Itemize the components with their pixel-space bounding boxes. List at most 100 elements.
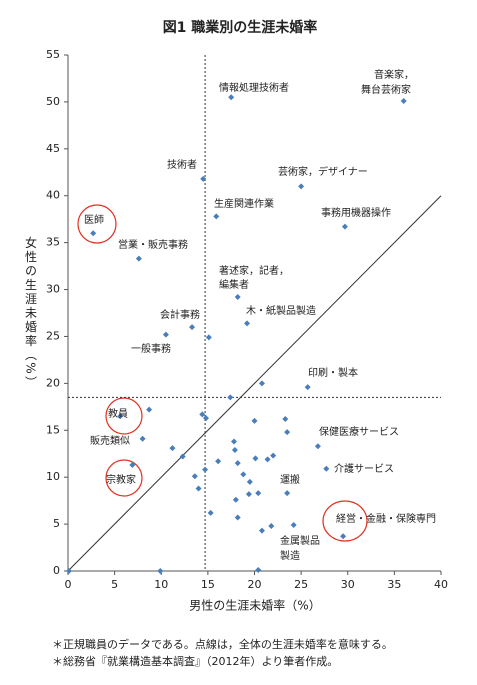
annotation: 音楽家， <box>374 68 414 81</box>
y-tick-label: 50 <box>46 95 60 108</box>
y-tick-label: 5 <box>53 517 60 530</box>
point <box>270 452 277 459</box>
point <box>213 213 220 220</box>
point <box>146 406 153 413</box>
annotation: 技術者 <box>167 158 197 171</box>
x-tick-label: 25 <box>294 578 308 591</box>
y-tick-label: 30 <box>46 283 60 296</box>
y-tick-label: 45 <box>46 142 60 155</box>
annotation: 経営・金融・保険専門 <box>336 512 436 525</box>
point <box>157 568 164 574</box>
point <box>282 416 289 423</box>
x-tick-label: 35 <box>387 578 401 591</box>
y-tick-label: 40 <box>46 189 60 202</box>
point <box>252 455 259 462</box>
point <box>231 446 238 453</box>
point <box>199 411 206 418</box>
y-tick-label: 25 <box>46 329 60 342</box>
circle <box>77 204 117 244</box>
point <box>268 522 275 529</box>
annotation: 木・紙製品製造 <box>246 304 316 317</box>
point <box>227 394 234 401</box>
y-tick-label: 20 <box>46 376 60 389</box>
x-tick-label: 30 <box>341 578 355 591</box>
annotation: 一般事務 <box>131 342 171 355</box>
point <box>117 413 124 420</box>
point <box>191 473 198 480</box>
y-tick-label: 0 <box>53 564 60 577</box>
annotation: 著述家，記者， <box>219 264 289 277</box>
highlight-circles <box>77 204 368 542</box>
point <box>234 460 241 467</box>
point <box>189 324 196 331</box>
y-axis-label: 女性の生涯未婚率（%） <box>24 235 38 390</box>
y-tick-label: 10 <box>46 470 60 483</box>
point <box>245 491 252 498</box>
point <box>240 471 247 478</box>
note: ＊総務省『就業構造基本調査』（2012年）より筆者作成。 <box>52 654 338 668</box>
diagonal <box>67 195 442 572</box>
point <box>258 527 265 534</box>
point <box>65 568 72 574</box>
annotation: 保健医療サービス <box>319 425 399 438</box>
annotation: 印刷・製本 <box>308 366 358 379</box>
point <box>258 380 265 387</box>
annotation: 舞台芸術家 <box>361 83 411 96</box>
point <box>255 567 262 574</box>
point <box>205 334 212 341</box>
x-tick-label: 40 <box>434 578 448 591</box>
point <box>90 230 97 237</box>
annotation: 運搬 <box>280 473 300 486</box>
point <box>162 331 169 338</box>
annotation: 介護サービス <box>334 462 394 475</box>
point <box>246 478 253 485</box>
point <box>230 438 237 445</box>
point <box>284 429 291 436</box>
point <box>340 533 347 540</box>
annotation: 生産関連作業 <box>214 197 274 210</box>
annotation: 会計事務 <box>160 308 200 321</box>
point <box>228 94 235 101</box>
point <box>234 294 241 301</box>
point <box>290 522 297 529</box>
point <box>314 443 321 450</box>
point <box>255 490 262 497</box>
y-tick-label: 15 <box>46 423 60 436</box>
point <box>215 458 222 465</box>
annotation: 金属製品 <box>280 534 320 547</box>
annotation: 販売類似 <box>90 434 130 447</box>
point <box>264 456 271 463</box>
annotation: 教員 <box>108 407 128 420</box>
point <box>169 445 176 452</box>
point <box>244 320 251 327</box>
x-tick-label: 10 <box>154 578 168 591</box>
x-tick-label: 20 <box>248 578 262 591</box>
point <box>234 514 241 521</box>
point <box>195 485 202 492</box>
point <box>202 466 209 473</box>
chart-title: 図1 職業別の生涯未婚率 <box>163 19 318 36</box>
x-tick-label: 15 <box>201 578 215 591</box>
point <box>323 465 330 472</box>
point <box>284 490 291 497</box>
annotation: 編集者 <box>219 278 249 291</box>
annotation: 営業・販売事務 <box>118 238 188 251</box>
point <box>207 509 214 516</box>
annotation: 芸術家，デザイナー <box>278 165 368 178</box>
y-tick-label: 35 <box>46 236 60 249</box>
point <box>179 453 186 460</box>
annotation: 製造 <box>280 549 300 562</box>
point <box>304 384 311 391</box>
x-tick-label: 0 <box>65 578 72 591</box>
point <box>129 461 136 468</box>
annotation: 医師 <box>84 213 104 226</box>
annotation: 宗教家 <box>106 473 136 486</box>
x-tick-label: 5 <box>111 578 118 591</box>
point <box>232 496 239 503</box>
circle <box>322 500 368 542</box>
note: ＊正規職員のデータである。点線は，全体の生涯未婚率を意味する。 <box>52 637 393 651</box>
point <box>298 183 305 190</box>
point <box>135 255 142 262</box>
circle <box>105 397 143 435</box>
